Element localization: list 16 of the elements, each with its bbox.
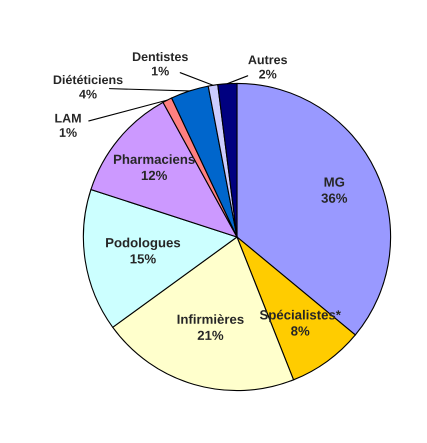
slice-label: MG bbox=[324, 177, 344, 187]
data-label: 12% bbox=[142, 170, 168, 180]
data-label: 8% bbox=[291, 326, 310, 336]
slice-label: Podologues bbox=[106, 238, 180, 250]
data-label: 4% bbox=[79, 90, 97, 99]
data-label: 36% bbox=[321, 193, 348, 203]
data-label: 2% bbox=[259, 70, 276, 79]
slice-label: LAM bbox=[55, 114, 81, 122]
slice-label: Infirmières bbox=[178, 314, 244, 324]
slice-label: Dentistes bbox=[132, 52, 188, 62]
slice-label: Diététiciens bbox=[54, 74, 123, 84]
data-label: 15% bbox=[130, 254, 156, 264]
slice-label: Autres bbox=[248, 55, 288, 64]
data-label: 1% bbox=[152, 66, 169, 76]
data-label: 1% bbox=[60, 128, 77, 137]
data-label: 21% bbox=[198, 330, 224, 340]
